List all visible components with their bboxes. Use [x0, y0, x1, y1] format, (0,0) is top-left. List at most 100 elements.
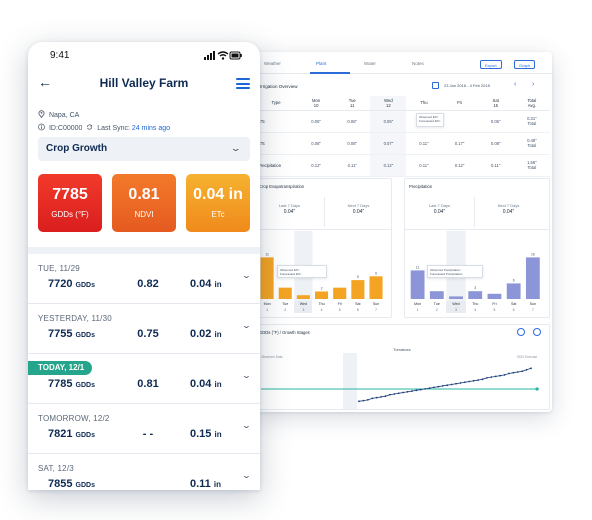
gdd-point[interactable] — [481, 378, 484, 381]
gdd-point[interactable] — [406, 390, 409, 393]
gdd-point[interactable] — [490, 376, 493, 379]
gdd-point[interactable] — [415, 389, 418, 392]
list-item[interactable]: TOMORROW, 12/2 7821 GDDs - - 0.15 in ⌄ — [28, 404, 260, 454]
ndvi-card[interactable]: 0.81 NDVI — [112, 174, 176, 232]
zoom-out-icon[interactable] — [533, 328, 541, 336]
bar-value-label: 6 — [513, 278, 515, 282]
bar[interactable] — [369, 276, 383, 299]
gdd-point[interactable] — [485, 376, 488, 379]
bar[interactable] — [487, 293, 502, 299]
precip-next-7: Next 7 Days 0.04" — [497, 203, 520, 215]
gdd-point[interactable] — [516, 371, 519, 373]
gdd-point[interactable] — [499, 374, 502, 377]
gdd-point[interactable] — [433, 386, 435, 389]
chevron-down-icon[interactable]: ⌄ — [241, 321, 252, 330]
graph-button[interactable]: Graph — [514, 60, 536, 69]
list-item[interactable]: SAT, 12/3 7855 GDDs 0.11 in ⌄ — [28, 454, 260, 490]
hamburger-menu-icon[interactable] — [236, 78, 250, 89]
gdd-point[interactable] — [508, 372, 510, 375]
tab-weather[interactable]: Weather — [264, 61, 281, 66]
gdd-point[interactable] — [512, 371, 515, 374]
sync-icon[interactable] — [86, 123, 93, 131]
bar[interactable] — [410, 270, 425, 299]
bar[interactable] — [525, 257, 540, 299]
gdd-point[interactable] — [441, 385, 444, 387]
gdd-point[interactable] — [366, 398, 369, 401]
bar[interactable] — [333, 287, 347, 299]
gdd-point[interactable] — [468, 380, 471, 383]
bar[interactable] — [449, 296, 463, 299]
export-button[interactable]: Export — [480, 60, 502, 69]
gdd-point[interactable] — [494, 375, 497, 378]
gdd-point[interactable] — [459, 382, 462, 384]
bar[interactable] — [296, 295, 310, 299]
bar[interactable] — [506, 283, 521, 299]
date-range[interactable]: 23 Jan 2018 - 4 Feb 2018 — [444, 83, 490, 88]
day-name: Thu — [472, 302, 479, 306]
gdd-point[interactable] — [472, 379, 475, 382]
gdd-point[interactable] — [525, 368, 528, 371]
metric-selector[interactable]: Crop Growth ⌄ — [38, 137, 250, 161]
gdd-point[interactable] — [463, 381, 466, 384]
calendar-icon[interactable] — [432, 82, 439, 89]
etc-card[interactable]: 0.04 in ETc — [186, 174, 250, 232]
gdd-point[interactable] — [362, 399, 365, 402]
day-number: 4 — [320, 308, 323, 312]
gdd-point[interactable] — [371, 397, 374, 400]
gdd-point[interactable] — [411, 390, 413, 392]
chevron-down-icon[interactable]: ⌄ — [241, 271, 252, 280]
gdd-point[interactable] — [446, 384, 449, 387]
gdd-line-chart — [261, 353, 539, 409]
list-item[interactable]: TUE, 11/29 7720 GDDs 0.82 0.04 in ⌄ — [28, 254, 260, 304]
tab-notes[interactable]: Notes — [412, 61, 424, 66]
bar[interactable] — [315, 291, 329, 299]
prev-arrow-icon[interactable]: ‹ — [514, 81, 517, 88]
gdd-point[interactable] — [424, 387, 427, 390]
gdd-point[interactable] — [388, 393, 391, 396]
row-label: ETc — [254, 132, 298, 155]
next-arrow-icon[interactable]: › — [532, 81, 535, 88]
gdd-card[interactable]: 7785 GDDs (°F) — [38, 174, 102, 232]
gdd-point[interactable] — [437, 385, 440, 388]
bar[interactable] — [260, 257, 274, 299]
tab-water[interactable]: Water — [364, 61, 376, 66]
chevron-down-icon[interactable]: ⌄ — [241, 471, 252, 480]
table-cell: 0.31" Total — [513, 110, 550, 133]
tab-plant[interactable]: Plant — [316, 61, 327, 66]
gdd-point[interactable] — [380, 396, 382, 398]
gdd-point[interactable] — [397, 392, 400, 395]
zoom-in-icon[interactable] — [517, 328, 525, 336]
gdd-point[interactable] — [450, 383, 453, 386]
gdd-point[interactable] — [393, 393, 396, 395]
gdd-point[interactable] — [428, 387, 431, 390]
col-mon: Mon 10 — [298, 96, 335, 111]
bar-value-label: 11 — [416, 265, 420, 269]
day-label: YESTERDAY, 11/30 — [38, 314, 112, 323]
gdd-point[interactable] — [521, 370, 524, 373]
day-name: Tue — [433, 302, 440, 306]
gdd-point[interactable] — [402, 391, 405, 394]
row-label: Precipitation — [254, 154, 298, 177]
bar[interactable] — [278, 287, 292, 299]
gdd-point[interactable] — [503, 374, 506, 376]
bar[interactable] — [351, 280, 365, 299]
today-badge: TODAY, 12/1 — [28, 361, 93, 375]
desktop-dashboard: Weather Plant Water Notes Export Graph I… — [252, 52, 552, 412]
gdd-point[interactable] — [419, 388, 422, 391]
gdd-point[interactable] — [384, 395, 387, 398]
day-ndvi: - - — [142, 428, 154, 440]
bar[interactable] — [468, 291, 483, 299]
bar[interactable] — [429, 291, 444, 299]
gdd-point[interactable] — [530, 367, 532, 370]
gdd-point[interactable] — [375, 396, 378, 399]
gdd-point[interactable] — [455, 382, 457, 385]
irrigation-overview-title: Irrigation Overview — [260, 84, 298, 89]
gdd-point[interactable] — [477, 379, 479, 381]
back-arrow-icon[interactable]: ← — [38, 74, 52, 90]
chevron-down-icon[interactable]: ⌄ — [241, 421, 252, 430]
list-item[interactable]: YESTERDAY, 11/30 7755 GDDs 0.75 0.02 in ⌄ — [28, 304, 260, 354]
gdd-point[interactable] — [358, 400, 360, 403]
list-item[interactable]: TODAY, 12/1 7785 GDDs 0.81 0.04 in ⌄ — [28, 354, 260, 404]
table-cell: 1.56" Total — [513, 154, 550, 177]
chevron-down-icon[interactable]: ⌄ — [241, 371, 252, 380]
